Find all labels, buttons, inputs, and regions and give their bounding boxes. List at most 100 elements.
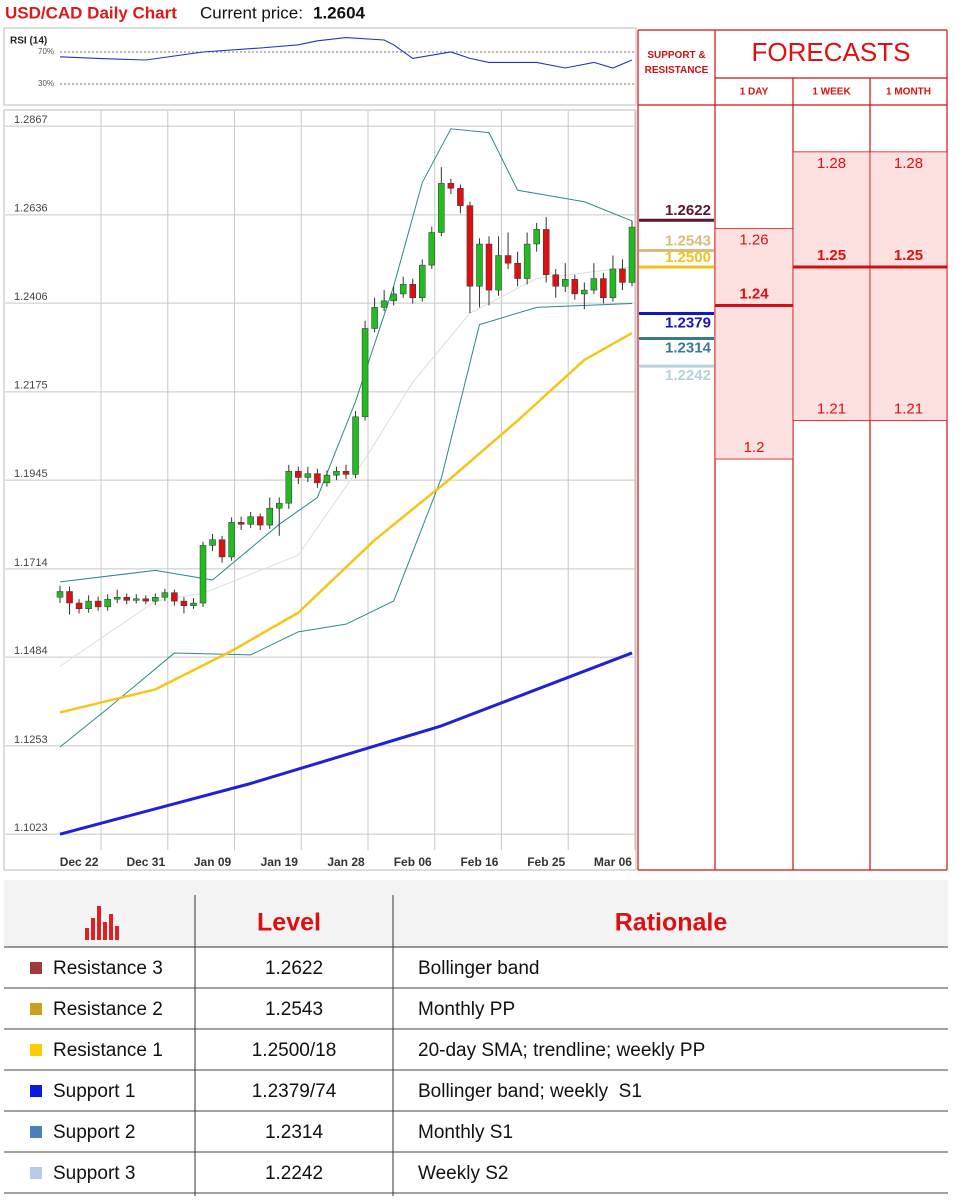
- candle-body: [504, 255, 512, 264]
- y-tick-label: 1.2867: [14, 114, 48, 126]
- row-swatch: [30, 1126, 42, 1138]
- x-tick-label: Jan 28: [327, 855, 365, 869]
- candle-body: [304, 473, 312, 478]
- row-level: 1.2379/74: [252, 1081, 337, 1102]
- candle-body: [199, 545, 207, 604]
- row-rationale: 20-day SMA; trendline; weekly PP: [418, 1040, 705, 1061]
- y-tick-label: 1.1023: [14, 822, 48, 834]
- y-tick-label: 1.1945: [14, 468, 48, 480]
- candle-body: [66, 591, 73, 604]
- candle-body: [352, 416, 359, 475]
- row-name: Support 3: [53, 1163, 135, 1184]
- y-tick-label: 1.1253: [14, 734, 48, 746]
- candle-body: [399, 284, 407, 295]
- price-label: Current price:: [200, 3, 303, 22]
- candle-body: [237, 522, 245, 525]
- y-tick-label: 1.2406: [14, 291, 48, 303]
- rsi-line: [59, 37, 633, 69]
- column-header: 1 WEEK: [812, 87, 851, 98]
- forecast-mid-label: 1.25: [817, 247, 846, 264]
- forecast-range: [714, 228, 794, 460]
- rsi-title: RSI (14): [10, 36, 47, 47]
- candle-body: [609, 268, 617, 299]
- candle-body: [581, 289, 588, 295]
- candle-body: [218, 539, 226, 558]
- row-swatch: [30, 1167, 42, 1179]
- forecast-mid-label: 1.24: [739, 285, 769, 302]
- candle-body: [190, 602, 197, 606]
- candle-body: [514, 262, 521, 279]
- row-swatch: [30, 1003, 42, 1015]
- candle-body: [295, 471, 302, 478]
- candle-body: [380, 300, 388, 308]
- row-swatch: [30, 1044, 42, 1056]
- column-header: 1 MONTH: [886, 87, 931, 98]
- row-name: Support 1: [53, 1081, 135, 1102]
- candle-body: [256, 516, 264, 526]
- row-level: 1.2622: [265, 958, 323, 979]
- candle-body: [94, 600, 102, 608]
- table-header: Rationale: [615, 909, 728, 937]
- row-rationale: Monthly S1: [418, 1122, 513, 1143]
- candle-body: [419, 264, 426, 299]
- y-tick-label: 1.1714: [14, 557, 48, 569]
- candle-body: [123, 597, 130, 601]
- row-level: 1.2500/18: [252, 1040, 337, 1061]
- overlay-line: [59, 651, 633, 836]
- forecast-low: 1.2: [744, 439, 765, 456]
- candle-body: [371, 307, 378, 329]
- forecast-high: 1.28: [817, 155, 846, 172]
- candle-body: [619, 268, 626, 283]
- forecast-range: [792, 151, 871, 422]
- level-label: 1.2622: [665, 202, 711, 219]
- candle-body: [85, 600, 92, 610]
- overlay-line: [59, 332, 633, 714]
- x-tick-label: Feb 25: [527, 855, 565, 869]
- y-tick-label: 30%: [38, 79, 54, 88]
- candle-body: [161, 592, 169, 598]
- x-tick-label: Mar 06: [594, 855, 632, 869]
- candle-body: [361, 328, 369, 418]
- row-swatch: [30, 1085, 42, 1097]
- candle-body: [314, 473, 321, 484]
- candle-body: [247, 516, 254, 525]
- candle-body: [600, 278, 607, 299]
- candle-body: [590, 278, 598, 291]
- row-name: Support 2: [53, 1122, 135, 1143]
- level-label: 1.2543: [665, 233, 711, 250]
- row-rationale: Bollinger band; weekly S1: [418, 1081, 642, 1102]
- candle-body: [438, 183, 445, 233]
- row-rationale: Weekly S2: [418, 1163, 508, 1184]
- chart-title: USD/CAD Daily Chart: [5, 3, 177, 22]
- candle-body: [533, 229, 540, 245]
- row-name: Resistance 2: [53, 999, 163, 1020]
- level-label: 1.2314: [665, 339, 712, 356]
- y-tick-label: 70%: [38, 47, 54, 56]
- row-level: 1.2543: [265, 999, 323, 1020]
- candle-body: [628, 226, 636, 283]
- candle-body: [428, 232, 436, 266]
- forecast-title: FORECASTS: [752, 37, 911, 67]
- candle-body: [495, 255, 502, 291]
- rsi-panel: [3, 27, 637, 106]
- candle-body: [142, 598, 150, 602]
- x-tick-label: Feb 16: [460, 855, 498, 869]
- row-swatch: [30, 962, 42, 974]
- candle-body: [333, 471, 340, 476]
- sr-header: SUPPORT & RESISTANCE: [644, 50, 709, 76]
- candle-body: [457, 188, 464, 206]
- candle-body: [75, 602, 83, 610]
- candle-body: [476, 243, 483, 287]
- row-name: Resistance 3: [53, 958, 163, 979]
- forecast-high: 1.28: [894, 155, 923, 172]
- candle-body: [133, 598, 140, 601]
- y-tick-label: 1.2636: [14, 203, 48, 215]
- row-name: Resistance 1: [53, 1040, 163, 1061]
- y-tick-label: 1.2175: [14, 380, 48, 392]
- candle-body: [523, 243, 531, 279]
- x-tick-label: Jan 09: [194, 855, 232, 869]
- table-lines: [4, 895, 948, 1196]
- level-label: 1.2242: [665, 367, 711, 384]
